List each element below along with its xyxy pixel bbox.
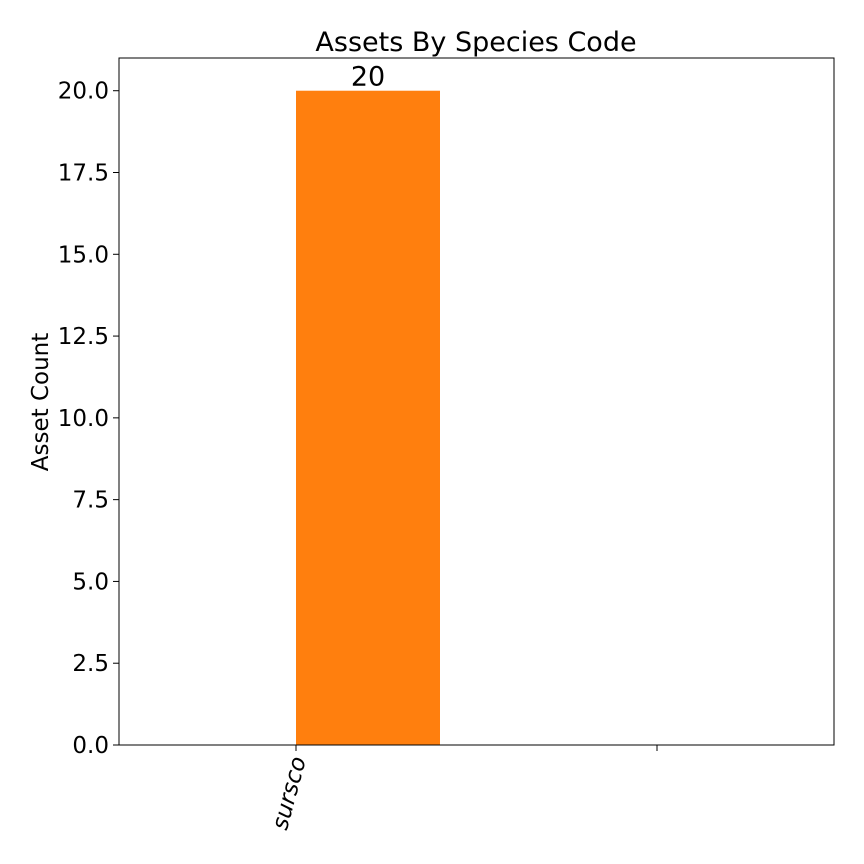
- y-tick-label: 17.5: [58, 161, 109, 187]
- y-tick-label: 10.0: [58, 406, 109, 432]
- y-axis-ticks: 0.0 2.5 5.0 7.5 10.0 12.5 15.0 17.5 20.0: [58, 79, 119, 759]
- bars: 20: [296, 62, 440, 745]
- y-tick-label: 5.0: [72, 569, 109, 595]
- plot-area-frame: [118, 57, 835, 746]
- y-tick-label: 7.5: [72, 488, 109, 514]
- y-tick-label: 20.0: [58, 79, 109, 105]
- chart-title: Assets By Species Code: [315, 27, 636, 58]
- y-tick-label: 15.0: [58, 242, 109, 268]
- bar-sursco: [296, 90, 440, 745]
- y-tick-label: 0.0: [72, 733, 109, 759]
- bar-value-label: 20: [351, 62, 385, 93]
- x-tick-label: sursco: [267, 754, 311, 833]
- x-axis-ticks: sursco: [267, 745, 658, 833]
- y-tick-label: 12.5: [58, 324, 109, 350]
- y-tick-label: 2.5: [72, 651, 109, 677]
- y-axis-label: Asset Count: [28, 333, 54, 471]
